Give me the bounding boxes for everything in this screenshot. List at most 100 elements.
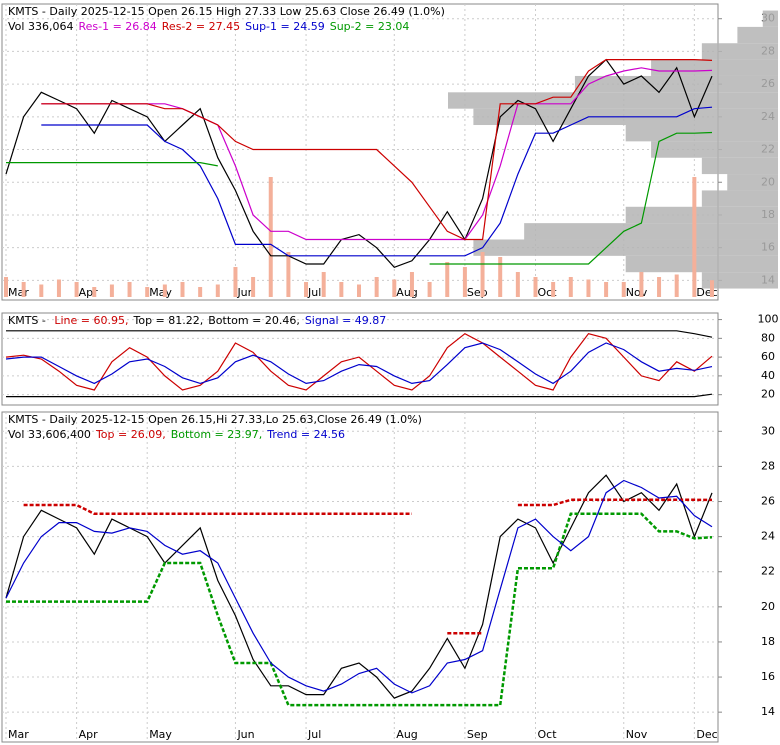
header-item: KMTS - Daily 2025-12-15 Open 26.15,Hi 27…	[8, 413, 422, 426]
series-line	[6, 512, 713, 707]
y-tick-label: 20	[761, 600, 775, 613]
x-tick-label: Nov	[626, 728, 648, 741]
x-tick-label: Oct	[538, 728, 558, 741]
volume-bar	[304, 282, 309, 297]
header-item: Signal = 49.87	[305, 314, 387, 327]
header-item: Top = 81.22,	[133, 314, 204, 327]
volume-bar	[56, 279, 61, 297]
volume-profile-bar	[701, 190, 778, 207]
series-line	[5, 479, 713, 694]
series-line	[23, 498, 713, 635]
x-tick-label: May	[149, 286, 172, 299]
series-line	[5, 342, 713, 385]
volume-profile-bar	[651, 59, 778, 76]
y-tick-label: 28	[761, 459, 775, 472]
volume-bar	[162, 284, 167, 297]
header-item: KMTS - Daily 2025-12-15 Open 26.15 High …	[8, 5, 445, 18]
series-line	[6, 330, 713, 338]
volume-bar	[215, 284, 220, 297]
volume-profile-bar	[701, 272, 778, 289]
volume-bar	[145, 287, 150, 297]
x-tick-label: Mar	[8, 286, 29, 299]
volume-profile-bar	[727, 174, 778, 191]
header-line: Vol 336,064 Res-1 = 26.84 Res-2 = 27.45 Sup…	[8, 20, 409, 33]
series-line	[6, 131, 713, 265]
volume-bar	[480, 252, 485, 297]
volume-bar	[533, 277, 538, 297]
x-tick-label: Apr	[79, 728, 99, 741]
volume-bar	[498, 257, 503, 297]
volume-bar	[92, 287, 97, 297]
header-item: KMTS -	[8, 314, 49, 327]
header-item: Vol 336,064	[8, 20, 73, 33]
series-line	[5, 58, 713, 269]
volume-bar	[286, 252, 291, 297]
panel-frame	[1, 312, 719, 406]
series-line	[41, 67, 713, 241]
volume-bar	[198, 287, 203, 297]
volume-bar	[586, 279, 591, 297]
volume-bar	[392, 279, 397, 297]
y-tick-label: 100	[758, 313, 779, 326]
x-tick-label: Jun	[236, 286, 254, 299]
volume-bar	[427, 282, 432, 297]
volume-bar	[127, 282, 132, 297]
volume-profile-bar	[625, 255, 778, 273]
volume-bar	[409, 272, 414, 297]
series-line	[5, 332, 713, 391]
header-line: KMTS - Daily 2025-12-15 Open 26.15 High …	[8, 5, 445, 18]
y-tick-label: 22	[761, 565, 775, 578]
volume-bar	[4, 277, 8, 297]
volume-profile-bar	[762, 10, 778, 27]
x-tick-label: Dec	[696, 728, 717, 741]
series-line	[5, 474, 713, 699]
header-item: Res-2 = 27.45	[162, 20, 240, 33]
header-line: KMTS - Daily 2025-12-15 Open 26.15,Hi 27…	[8, 413, 422, 426]
y-tick-label: 80	[761, 331, 775, 344]
x-tick-label: Mar	[8, 728, 29, 741]
volume-bar	[639, 272, 644, 297]
volume-profile-bar	[524, 223, 778, 240]
x-tick-label: Jul	[307, 728, 321, 741]
volume-bar	[604, 282, 609, 297]
volume-bar	[109, 284, 114, 297]
y-tick-label: 14	[761, 705, 775, 718]
volume-bar	[462, 267, 467, 297]
volume-profile-bar	[701, 43, 778, 60]
x-tick-label: Aug	[396, 728, 417, 741]
volume-profile-bar	[473, 239, 778, 256]
header-item: Bottom = 20.46,	[208, 314, 300, 327]
y-tick-label: 20	[761, 388, 775, 401]
header-item: Trend = 24.56	[266, 428, 345, 441]
header-item: Top = 26.09,	[95, 428, 166, 441]
volume-bar	[357, 284, 361, 297]
volume-bar	[233, 267, 238, 297]
y-tick-label: 26	[761, 495, 775, 508]
header-line: KMTS - Line = 60.95, Top = 81.22, Bottom =…	[8, 314, 386, 327]
header-item: Sup-1 = 24.59	[245, 20, 325, 33]
volume-bar	[551, 282, 556, 297]
volume-profile-bar	[737, 26, 778, 44]
volume-bar	[268, 177, 273, 297]
volume-bar	[710, 280, 714, 297]
y-tick-label: 30	[761, 424, 775, 437]
volume-bar	[445, 262, 450, 297]
header-line: Vol 33,606,400 Top = 26.09, Bottom = 23.97…	[8, 428, 345, 441]
volume-bar	[657, 277, 662, 297]
volume-profile-bar	[625, 206, 778, 224]
volume-profile-bar	[574, 75, 778, 93]
volume-profile-bar	[448, 92, 778, 109]
y-tick-label: 16	[761, 670, 775, 683]
volume-bar	[692, 177, 697, 297]
panel-frame	[1, 411, 719, 743]
volume-bar	[515, 272, 520, 297]
volume-bar	[674, 274, 679, 297]
volume-bar	[21, 282, 26, 297]
header-item: Res-1 = 26.84	[78, 20, 156, 33]
volume-bar	[568, 277, 573, 297]
volume-bar	[251, 277, 256, 297]
volume-bar	[621, 282, 626, 297]
header-item: Bottom = 23.97,	[171, 428, 263, 441]
volume-bar	[39, 284, 44, 297]
